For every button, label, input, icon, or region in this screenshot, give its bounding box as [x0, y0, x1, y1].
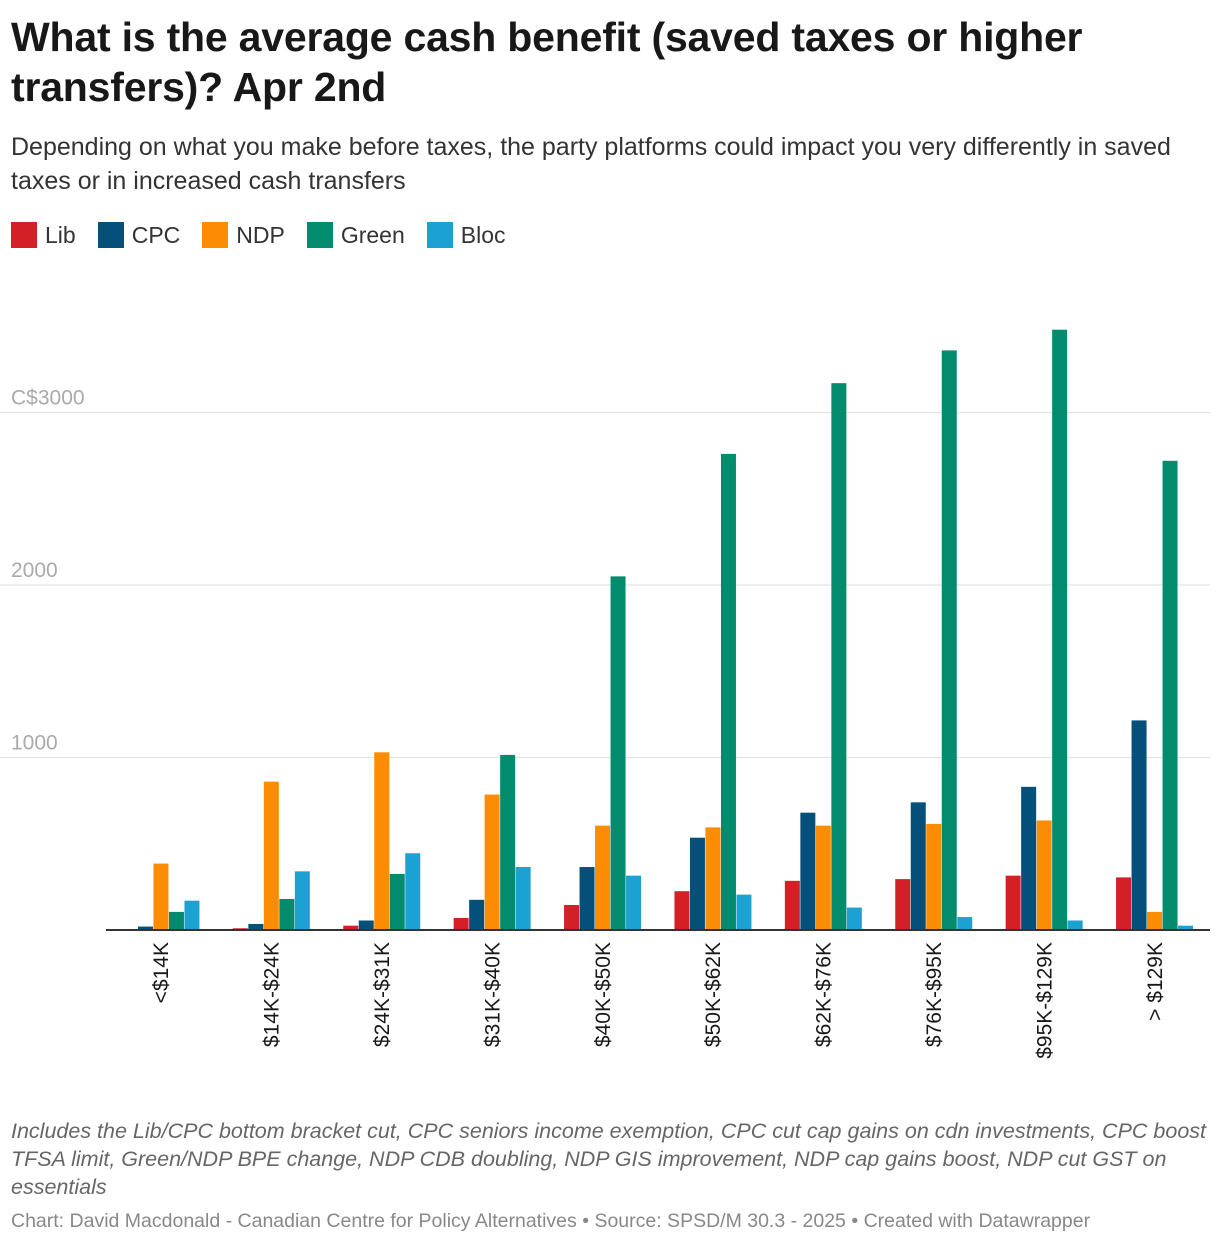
- y-tick-label: 1000: [11, 732, 58, 755]
- bar-green-7: [941, 350, 957, 930]
- bar-ndp-9: [1147, 911, 1163, 930]
- bar-green-9: [1162, 460, 1178, 930]
- bar-green-3: [500, 754, 516, 930]
- bar-bloc-3: [515, 867, 531, 930]
- bar-ndp-5: [705, 827, 721, 930]
- bar-lib-5: [674, 891, 690, 930]
- bar-bloc-6: [846, 907, 862, 930]
- bar-bloc-4: [626, 875, 642, 930]
- x-tick-label: > $129K: [1144, 942, 1167, 1021]
- x-tick-label: $24K-$31K: [371, 942, 394, 1047]
- bar-green-5: [720, 453, 736, 930]
- bar-ndp-7: [926, 823, 942, 930]
- bar-ndp-6: [815, 825, 831, 930]
- x-tick-label: $50K-$62K: [702, 942, 725, 1047]
- bar-lib-9: [1116, 877, 1132, 930]
- y-tick-label: 2000: [11, 559, 58, 582]
- chart-footer: Chart: David Macdonald - Canadian Centre…: [11, 1210, 1091, 1232]
- legend-label: Bloc: [460, 221, 506, 248]
- bar-cpc-9: [1131, 720, 1147, 930]
- legend-label: Green: [340, 221, 405, 248]
- bar-lib-3: [453, 917, 469, 930]
- bar-lib-2: [343, 925, 359, 930]
- x-tick-label: $76K-$95K: [923, 942, 946, 1047]
- bar-cpc-0: [137, 926, 153, 930]
- bar-bloc-8: [1067, 920, 1083, 930]
- bar-ndp-2: [374, 752, 390, 930]
- bar-lib-6: [784, 880, 800, 930]
- bar-lib-7: [895, 879, 911, 930]
- legend-item-ndp: NDP: [202, 222, 285, 249]
- bar-green-6: [831, 383, 847, 930]
- legend-swatch: [306, 222, 333, 248]
- bar-chart: 1000 2000 C$3000 <$14K $14K-$24K $24K-$31K $31…: [0, 329, 1210, 1059]
- legend-swatch: [97, 222, 124, 248]
- legend-item-green: Green: [306, 221, 405, 249]
- bar-cpc-1: [248, 923, 264, 930]
- legend-label: NDP: [236, 221, 285, 248]
- bar-ndp-3: [484, 794, 500, 930]
- bar-cpc-3: [469, 899, 485, 930]
- bar-bloc-1: [294, 871, 310, 930]
- bar-bloc-5: [736, 894, 752, 930]
- bar-bloc-9: [1178, 925, 1194, 930]
- bar-cpc-7: [910, 802, 926, 930]
- x-tick-label: $62K-$76K: [813, 942, 836, 1047]
- legend-item-lib: Lib: [11, 222, 76, 249]
- x-tick-label: $40K-$50K: [592, 942, 615, 1047]
- x-tick-label: $31K-$40K: [481, 942, 504, 1047]
- legend-item-bloc: Bloc: [426, 221, 506, 249]
- bar-cpc-8: [1021, 786, 1037, 930]
- legend-item-cpc: CPC: [97, 221, 181, 249]
- bar-bloc-2: [405, 853, 421, 930]
- bar-cpc-5: [689, 837, 705, 930]
- bar-cpc-2: [358, 920, 374, 930]
- bar-green-8: [1052, 329, 1068, 930]
- chart-subtitle: Depending on what you make before taxes,…: [11, 133, 1171, 195]
- legend-swatch: [426, 222, 453, 248]
- bar-green-2: [389, 873, 405, 930]
- bar-green-4: [610, 576, 626, 930]
- bar-bloc-7: [957, 917, 973, 930]
- x-tick-label: $95K-$129K: [1033, 942, 1056, 1059]
- legend-swatch: [202, 222, 229, 248]
- bar-green-1: [279, 898, 295, 930]
- bar-ndp-0: [153, 863, 169, 930]
- legend-label: CPC: [131, 221, 181, 248]
- bar-cpc-4: [579, 867, 595, 930]
- legend-label: Lib: [45, 221, 76, 248]
- y-tick-label: C$3000: [11, 387, 85, 410]
- bar-ndp-1: [263, 781, 279, 930]
- bar-lib-8: [1005, 875, 1021, 930]
- legend-swatch: [11, 222, 37, 248]
- bar-green-0: [168, 911, 184, 930]
- chart-notes: Includes the Lib/CPC bottom bracket cut,…: [11, 1119, 1207, 1199]
- x-tick-label: $14K-$24K: [261, 942, 284, 1047]
- bar-lib-4: [564, 904, 580, 930]
- bar-cpc-6: [800, 812, 816, 930]
- chart-title: What is the average cash benefit (saved …: [11, 14, 1083, 110]
- chart-legend: Lib CPC NDP Green Bloc: [11, 219, 528, 251]
- bar-ndp-8: [1036, 820, 1052, 930]
- bar-bloc-0: [184, 900, 200, 930]
- x-tick-label: <$14K: [150, 942, 173, 1003]
- bar-ndp-4: [595, 825, 611, 930]
